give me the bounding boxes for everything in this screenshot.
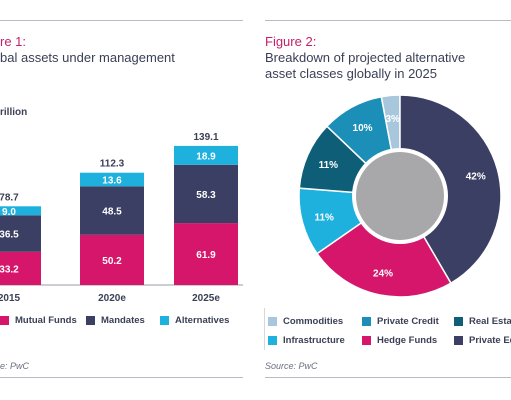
legend-swatch: [160, 316, 169, 325]
right-top-rule: [265, 20, 511, 21]
legend-swatch: [268, 336, 277, 345]
bar-segment-mutual-funds-2025e: [174, 223, 238, 285]
bar-segment-mutual-funds-2015: [0, 251, 41, 285]
bar-segment-alternatives-2020e: [80, 172, 144, 187]
legend-swatch: [362, 336, 371, 345]
right-figure-label: Figure 2:: [265, 34, 317, 49]
legend-item-real-estate: Real Estate: [454, 316, 511, 327]
bar-category-label: 2020e: [98, 293, 126, 304]
right-figure-title-line2: asset classes globally in 2025: [265, 66, 437, 81]
bar-segment-alternatives-2015: [0, 206, 41, 216]
bar-total-label: 112.3: [100, 159, 125, 170]
legend-label: Mutual Funds: [15, 315, 77, 326]
legend-separator: [264, 308, 265, 350]
donut-slice-label: 24%: [373, 269, 393, 280]
donut-slice-label: 11%: [314, 213, 334, 224]
bar-value-label: 13.6: [102, 176, 122, 187]
donut-slice-label: 10%: [353, 123, 373, 134]
left-unit-label: rillion: [0, 107, 28, 118]
donut-chart: 3% 42% 24% 11% 11% 10%: [298, 94, 502, 298]
left-figure-title: bal assets under management: [0, 50, 175, 65]
bar-segment-mandates-2015: [0, 215, 41, 252]
bar-category-label: 2015: [0, 293, 21, 304]
right-figure-title-line1: Breakdown of projected alternative: [265, 50, 466, 65]
bar-segment-mandates-2025e: [174, 164, 238, 224]
donut-slice-hedge-funds: [315, 194, 452, 298]
bar-value-label: 36.5: [0, 230, 19, 241]
legend-label: Private Credit: [377, 316, 439, 327]
legend-swatch: [454, 336, 463, 345]
legend-item-commodities: Commodities: [268, 316, 343, 327]
legend-swatch: [268, 317, 277, 326]
bar-value-label: 48.5: [102, 207, 122, 218]
right-legend: Commodities Private Credit Real Estate Infr…: [268, 316, 511, 350]
left-source: e: PwC: [0, 361, 30, 371]
legend-swatch: [454, 317, 463, 326]
legend-label: Hedge Funds: [377, 335, 438, 346]
bar-segment-alternatives-2025e: [174, 145, 238, 165]
legend-item-private-equ: Private Equ: [454, 335, 511, 346]
bar-value-label: 61.9: [196, 250, 216, 261]
legend-item-hedge-funds: Hedge Funds: [362, 335, 437, 346]
legend-label: Commodities: [283, 316, 344, 327]
legend-label: Real Estate: [469, 316, 511, 327]
donut-slice-label: 42%: [466, 171, 486, 182]
right-bottom-rule: [265, 377, 511, 378]
legend-label: Private Equ: [469, 335, 511, 346]
donut-slice-label: 11%: [319, 160, 339, 171]
donut-hole: [356, 152, 444, 240]
left-bottom-rule: [0, 377, 243, 378]
left-legend: Mutual Funds Mandates Alternatives: [0, 315, 243, 329]
legend-swatch: [362, 317, 371, 326]
bar-total-label: 78.7: [0, 192, 19, 203]
bar-segment-mandates-2020e: [80, 186, 144, 235]
legend-item-mandates: Mandates: [86, 315, 145, 326]
bar-value-label: 50.2: [102, 256, 122, 267]
legend-label: Infrastructure: [283, 335, 345, 346]
bar-value-label: 33.2: [0, 264, 19, 275]
right-source: Source: PwC: [265, 361, 318, 371]
left-figure-label: re 1:: [0, 34, 27, 49]
bar-category-label: 2025e: [192, 293, 220, 304]
bar-value-label: 9.0: [2, 207, 16, 218]
legend-item-private-credit: Private Credit: [362, 316, 439, 327]
bar-value-label: 58.3: [196, 190, 216, 201]
legend-label: Alternatives: [175, 315, 230, 326]
legend-swatch: [0, 316, 9, 325]
legend-swatch: [86, 316, 95, 325]
legend-item-alternatives: Alternatives: [160, 315, 229, 326]
bar-total-label: 139.1: [193, 132, 218, 143]
legend-label: Mandates: [101, 315, 145, 326]
bar-segment-mutual-funds-2020e: [80, 234, 144, 285]
donut-slice-label: 3%: [385, 114, 400, 125]
left-top-rule: [0, 20, 243, 21]
legend-item-mutual-funds: Mutual Funds: [0, 315, 77, 326]
stacked-bar-chart: 33.2 36.5 9.0 78.7 2015 50.2 48.5 13.6 112.3 2020…: [0, 132, 243, 304]
bar-value-label: 18.9: [196, 151, 216, 162]
legend-item-infrastructure: Infrastructure: [268, 335, 345, 346]
